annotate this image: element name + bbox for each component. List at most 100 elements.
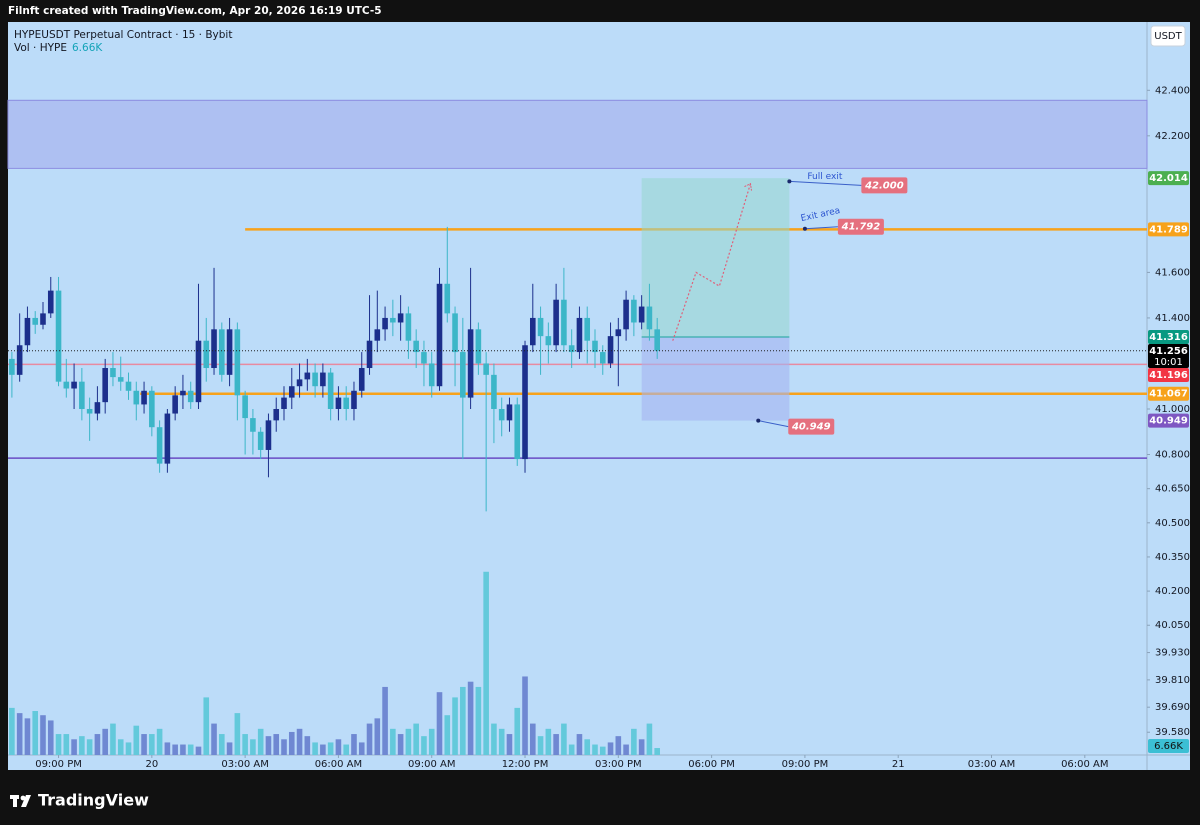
- volume-bar: [483, 571, 489, 755]
- volume-bar: [172, 744, 178, 755]
- candle-body: [397, 313, 404, 323]
- price-axis-label: [1148, 344, 1189, 369]
- volume-value: 6.66K: [72, 42, 103, 54]
- y-tick-label: 39.690: [1155, 702, 1190, 713]
- volume-bar: [522, 676, 528, 755]
- candle-body: [172, 395, 178, 414]
- candle-body: [452, 313, 458, 353]
- volume-bar: [79, 736, 85, 755]
- volume-bar: [514, 707, 521, 755]
- y-tick-label: 40.350: [1155, 552, 1190, 563]
- price-axis-label-text: 41.789: [1149, 224, 1188, 235]
- volume-bar: [421, 736, 427, 755]
- volume-bar: [86, 739, 93, 755]
- candle-body: [257, 431, 264, 450]
- currency[interactable]: USDT: [1154, 31, 1182, 42]
- currency-button[interactable]: [1150, 25, 1186, 47]
- candle-body: [203, 340, 210, 369]
- volume-bar: [343, 744, 350, 755]
- candle-body: [281, 397, 287, 409]
- volume-bar: [250, 739, 256, 755]
- candle-body: [250, 418, 256, 432]
- volume-bar: [32, 711, 39, 755]
- volume-bar: [320, 744, 326, 755]
- volume-bar: [156, 728, 163, 755]
- volume-bar: [351, 734, 357, 755]
- candle-body: [32, 317, 39, 325]
- volume-bar: [599, 746, 606, 755]
- volume-bar: [436, 692, 443, 755]
- volume-bar: [63, 734, 70, 755]
- y-tick-label: 39.580: [1155, 727, 1190, 738]
- y-tick-label: 41.400: [1155, 313, 1190, 324]
- volume-bar: [304, 736, 311, 755]
- candle-body: [296, 379, 303, 387]
- x-tick-label: 21: [892, 759, 905, 770]
- candle-body: [343, 397, 350, 409]
- candle-body: [71, 381, 77, 389]
- projection-arrow: [744, 182, 752, 191]
- candle-body: [436, 283, 443, 387]
- candle-body: [55, 290, 62, 382]
- volume-bar: [390, 728, 396, 755]
- candle-body: [117, 377, 124, 382]
- volume-bar: [47, 720, 54, 755]
- volume-bar: [226, 742, 233, 755]
- candle-body: [211, 329, 217, 369]
- annotation-anchor: [756, 418, 761, 423]
- candle-body: [522, 345, 528, 460]
- candle-body: [273, 408, 280, 421]
- price-axis-label: [1148, 330, 1189, 345]
- x-tick-label: 09:00 PM: [782, 759, 829, 770]
- annotation-connector: [804, 226, 838, 230]
- volume-bar: [9, 707, 15, 755]
- volume-bar: [382, 686, 388, 755]
- volume-bar: [195, 746, 202, 755]
- y-tick-label: 41.600: [1155, 267, 1190, 278]
- candle-body: [327, 372, 334, 409]
- volume-bar: [312, 742, 318, 755]
- annotation-price: 40.949: [791, 422, 831, 433]
- price-axis-label: [1148, 368, 1189, 383]
- y-tick-label: 41.000: [1155, 404, 1190, 415]
- volume-bar: [117, 739, 124, 755]
- volume-bar: [452, 697, 458, 755]
- candle-body: [576, 317, 583, 353]
- candle-body: [102, 368, 108, 403]
- candle-body: [156, 427, 163, 464]
- candle-body: [234, 329, 241, 396]
- x-tick-label: 06:00 AM: [315, 759, 362, 770]
- candle-body: [631, 299, 637, 323]
- candle-body: [545, 336, 552, 346]
- candle-body: [265, 420, 272, 450]
- volume-bar: [623, 744, 629, 755]
- candle-body: [351, 390, 357, 409]
- candle-body: [16, 345, 23, 375]
- volume-bar: [475, 686, 482, 755]
- annotation-connector: [758, 420, 789, 428]
- candle-body: [421, 352, 427, 364]
- candle-body: [475, 329, 482, 364]
- candle-body: [110, 368, 116, 378]
- volume-bar: [133, 725, 140, 755]
- volume-bar: [529, 723, 536, 755]
- candle-body: [226, 329, 233, 375]
- candle-body: [537, 317, 544, 337]
- annotation-price: 42.000: [864, 180, 904, 191]
- volume-bar: [444, 715, 451, 755]
- price-axis-label: [1148, 413, 1189, 428]
- price-axis-label: [1148, 171, 1189, 186]
- x-tick-label: 20: [145, 759, 158, 770]
- volume-bar: [203, 697, 210, 755]
- volume-bar: [506, 734, 513, 755]
- price-axis-label-text: 41.256: [1149, 346, 1188, 357]
- annotation-box: [788, 418, 835, 435]
- volume-axis-label: [1148, 739, 1189, 753]
- candle-body: [615, 329, 622, 337]
- price-axis-label-text: 41.067: [1149, 389, 1188, 400]
- annotation-anchor: [787, 179, 792, 184]
- candle-body: [460, 352, 466, 398]
- resistance-zone: [7, 99, 1148, 169]
- volume-bar: [180, 744, 186, 755]
- volume-bar: [498, 728, 505, 755]
